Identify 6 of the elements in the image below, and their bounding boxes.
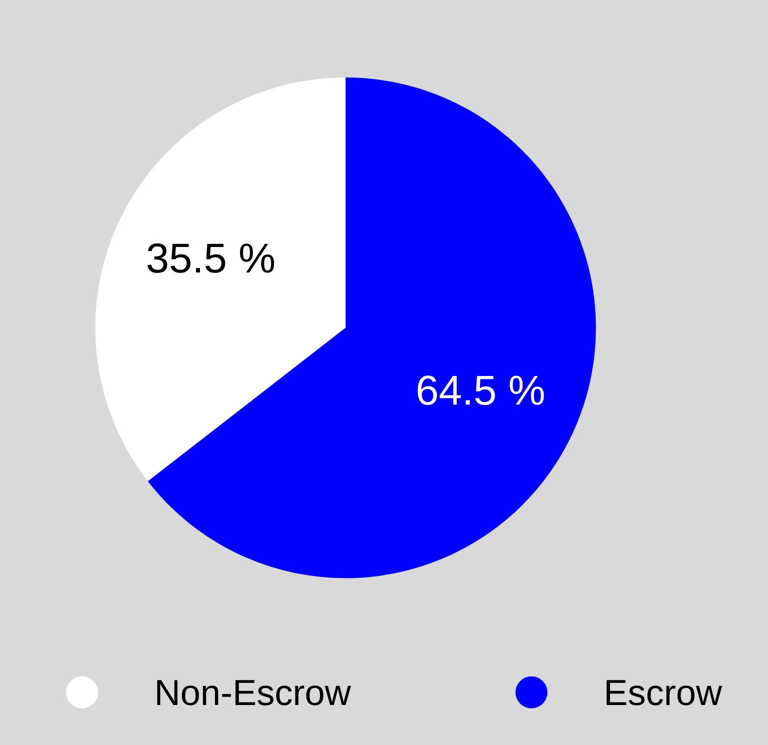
legend-label: Non-Escrow — [157, 680, 352, 706]
legend-label: Escrow — [606, 680, 722, 706]
data-label: 64.5 % — [418, 376, 544, 406]
data-label: 35.5 % — [147, 243, 274, 273]
pie-slice — [148, 77, 596, 578]
pie-slice — [95, 77, 346, 482]
